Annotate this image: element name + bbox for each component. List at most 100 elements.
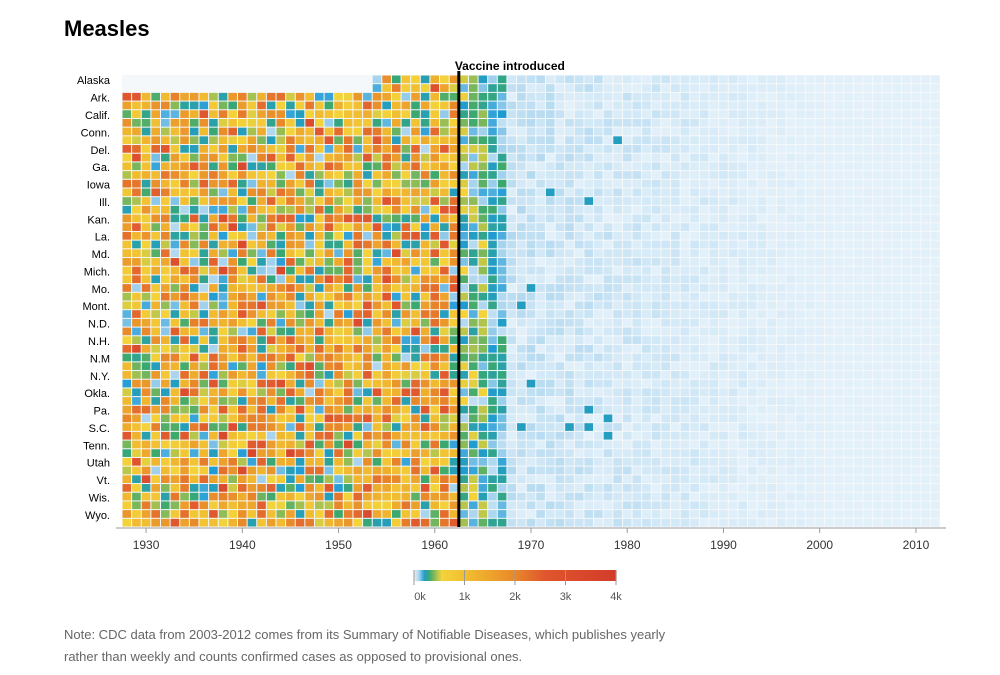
heatmap-cell — [334, 292, 343, 301]
heatmap-cell — [151, 179, 160, 188]
heatmap-cell — [507, 510, 517, 518]
heatmap-cell — [247, 449, 257, 457]
heatmap-cell — [517, 440, 526, 449]
heatmap-cell — [613, 457, 622, 466]
heatmap-cell — [382, 510, 391, 518]
heatmap-cell — [825, 336, 834, 344]
heatmap-cell — [651, 92, 661, 101]
heatmap-cell — [844, 388, 853, 397]
heatmap-cell — [545, 466, 555, 475]
heatmap-cell — [488, 127, 497, 136]
heatmap-cell — [276, 371, 286, 379]
heatmap-cell — [440, 405, 449, 414]
heatmap-cell — [343, 284, 353, 292]
heatmap-cell — [411, 118, 420, 127]
heatmap-cell — [343, 223, 353, 231]
heatmap-cell — [661, 310, 671, 318]
heatmap-cell — [622, 379, 632, 388]
heatmap-cell — [728, 501, 738, 510]
heatmap-cell — [709, 275, 719, 284]
heatmap-cell — [680, 301, 690, 310]
heatmap-cell — [363, 92, 372, 101]
heatmap-cell — [151, 92, 160, 101]
heatmap-cell — [584, 110, 594, 118]
heatmap-cell — [757, 292, 767, 301]
heatmap-cell — [440, 466, 449, 475]
heatmap-cell — [286, 457, 295, 466]
heatmap-cell — [796, 475, 805, 484]
heatmap-cell — [584, 440, 594, 449]
heatmap-cell — [141, 231, 151, 240]
heatmap-cell — [873, 249, 882, 258]
heatmap-cell — [209, 92, 218, 101]
heatmap-cell — [930, 275, 940, 284]
heatmap-cell — [709, 362, 719, 371]
heatmap-cell — [266, 353, 276, 362]
heatmap-cell — [324, 136, 334, 145]
heatmap-cell — [699, 431, 709, 440]
heatmap-cell — [757, 249, 767, 258]
heatmap-cell — [661, 397, 671, 405]
heatmap-cell — [815, 440, 825, 449]
heatmap-cell — [468, 344, 478, 353]
heatmap-cell — [218, 214, 228, 223]
heatmap-cell — [449, 266, 459, 275]
heatmap-cell — [719, 284, 728, 292]
heatmap-cell — [574, 231, 584, 240]
heatmap-cell — [844, 266, 853, 275]
heatmap-cell — [844, 275, 853, 284]
heatmap-cell — [478, 223, 488, 231]
heatmap-cell — [690, 240, 699, 249]
heatmap-cell — [565, 127, 574, 136]
heatmap-cell — [526, 171, 536, 179]
heatmap-cell — [863, 310, 873, 318]
heatmap-cell — [661, 118, 671, 127]
heatmap-cell — [844, 284, 853, 292]
heatmap-cell — [430, 205, 440, 214]
heatmap-cell — [680, 492, 690, 501]
heatmap-cell — [565, 110, 574, 118]
heatmap-cell — [526, 292, 536, 301]
heatmap-cell — [545, 518, 555, 527]
heatmap-cell — [815, 249, 825, 258]
heatmap-cell — [257, 449, 266, 457]
heatmap-cell — [324, 231, 334, 240]
heatmap-cell — [353, 240, 363, 249]
heatmap-cell — [738, 205, 748, 214]
heatmap-cell — [651, 492, 661, 501]
heatmap-cell — [305, 353, 314, 362]
heatmap-cell — [180, 258, 189, 266]
heatmap-cell — [324, 258, 334, 266]
heatmap-cell — [825, 371, 834, 379]
heatmap-cell — [468, 327, 478, 336]
heatmap-cell — [748, 518, 757, 527]
heatmap-cell — [844, 171, 853, 179]
heatmap-cell — [632, 197, 642, 205]
heatmap-cell — [170, 275, 180, 284]
heatmap-cell — [353, 388, 363, 397]
heatmap-cell — [642, 292, 651, 301]
heatmap-cell — [526, 501, 536, 510]
heatmap-cell — [892, 310, 901, 318]
heatmap-cell — [507, 127, 517, 136]
heatmap-cell — [314, 101, 324, 110]
heatmap-cell — [651, 118, 661, 127]
vaccine-label: Vaccine introduced — [455, 59, 565, 73]
heatmap-cell — [449, 484, 459, 492]
heatmap-cell — [613, 240, 622, 249]
heatmap-cell — [218, 327, 228, 336]
heatmap-cell — [391, 301, 401, 310]
heatmap-cell — [545, 205, 555, 214]
heatmap-cell — [449, 362, 459, 371]
heatmap-cell — [594, 284, 603, 292]
heatmap-cell — [199, 466, 209, 475]
heatmap-cell — [141, 205, 151, 214]
heatmap-cell — [873, 484, 882, 492]
heatmap-cell — [353, 510, 363, 518]
heatmap-cell — [651, 318, 661, 327]
heatmap-cell — [507, 440, 517, 449]
heatmap-cell — [132, 466, 141, 475]
heatmap-cell — [324, 275, 334, 284]
heatmap-cell — [459, 327, 468, 336]
heatmap-cell — [324, 197, 334, 205]
